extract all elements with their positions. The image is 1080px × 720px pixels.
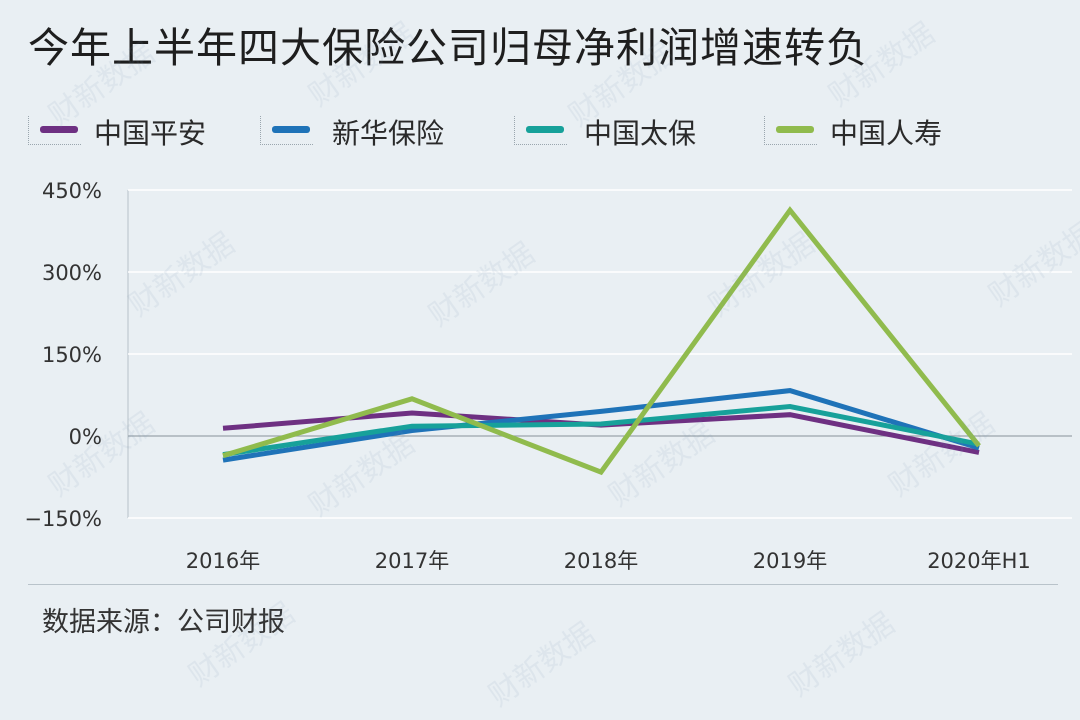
series-line-1 — [222, 410, 980, 455]
legend-swatch — [272, 126, 310, 133]
y-tick-label: 0% — [69, 425, 102, 449]
legend-swatch — [776, 126, 814, 133]
legend-label: 中国太保 — [584, 117, 697, 150]
legend-label: 新华保险 — [332, 117, 445, 150]
series-line-3 — [222, 403, 980, 458]
legend-label: 中国平安 — [94, 117, 207, 150]
x-tick-label: 2019年 — [753, 549, 827, 573]
source-note: 数据来源：公司财报 — [42, 607, 285, 638]
x-tick-label: 2017年 — [375, 549, 449, 573]
x-tick-label: 2020年H1 — [927, 549, 1031, 573]
legend-swatch — [40, 126, 78, 133]
chart-title: 今年上半年四大保险公司归母净利润增速转负 — [28, 24, 868, 72]
legend: 中国平安 新华保险 中国太保 中国人寿 — [28, 108, 1068, 154]
series-line-2 — [222, 388, 980, 463]
x-tick-label: 2016年 — [186, 549, 260, 573]
series-line-4 — [222, 206, 981, 476]
y-tick-label: 450% — [42, 179, 102, 203]
y-tick-label: −150% — [24, 507, 102, 531]
x-tick-label: 2018年 — [564, 549, 638, 573]
legend-label: 中国人寿 — [830, 117, 943, 150]
y-tick-label: 300% — [42, 261, 102, 285]
y-tick-label: 150% — [42, 343, 102, 367]
divider — [28, 584, 1058, 585]
legend-swatch — [526, 126, 564, 133]
